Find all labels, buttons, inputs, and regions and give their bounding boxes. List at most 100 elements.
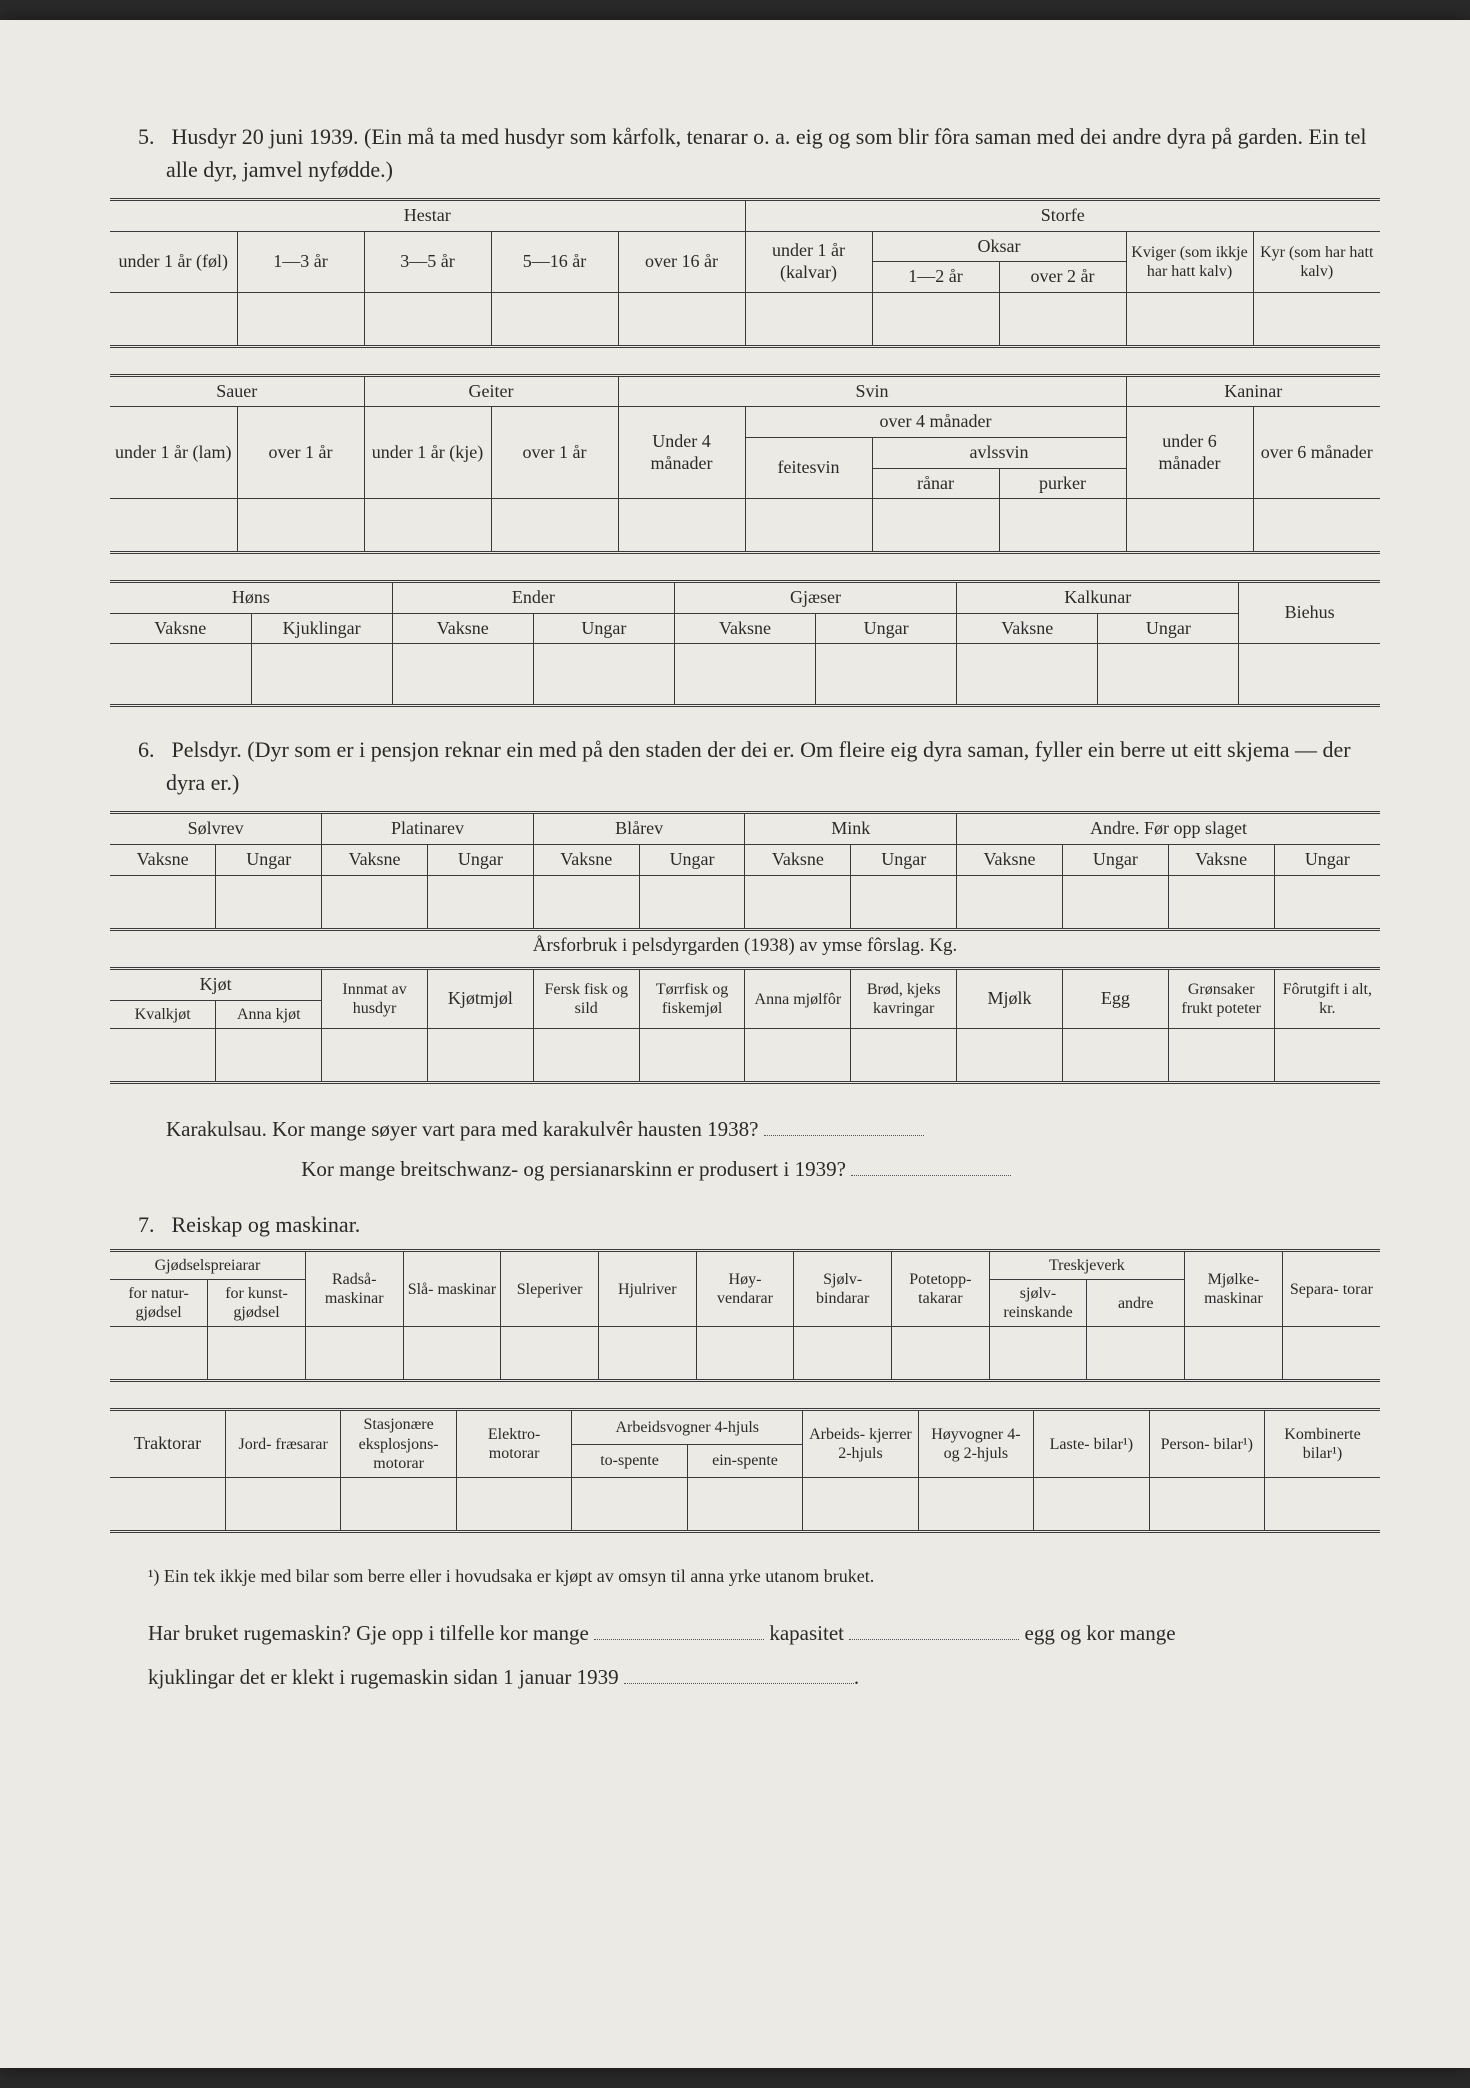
cell[interactable] (1126, 499, 1253, 553)
cell[interactable] (816, 644, 957, 706)
cell[interactable] (251, 644, 392, 706)
cell[interactable] (208, 1327, 306, 1381)
cell[interactable] (237, 499, 364, 553)
cell[interactable] (745, 292, 872, 346)
cell[interactable] (110, 644, 251, 706)
cell[interactable] (618, 292, 745, 346)
cell[interactable] (794, 1327, 892, 1381)
cell[interactable] (110, 1029, 216, 1083)
cell[interactable] (639, 1029, 745, 1083)
rugemaskin-q1: Har bruket rugemaskin? Gje opp i tilfell… (148, 1621, 589, 1645)
cell[interactable] (1126, 292, 1253, 346)
cell[interactable] (999, 499, 1126, 553)
cell[interactable] (364, 499, 491, 553)
cell[interactable] (364, 292, 491, 346)
cell[interactable] (1265, 1478, 1380, 1532)
cell[interactable] (533, 1029, 639, 1083)
cell[interactable] (322, 1029, 428, 1083)
cell[interactable] (1274, 875, 1380, 929)
cell[interactable] (341, 1478, 456, 1532)
cell[interactable] (1185, 1327, 1283, 1381)
cell[interactable] (687, 1478, 802, 1532)
hdr-hons: Høns (110, 582, 392, 614)
cell[interactable] (1253, 499, 1380, 553)
fill-blank[interactable] (851, 1156, 1011, 1176)
cell[interactable] (403, 1327, 501, 1381)
cell[interactable] (696, 1327, 794, 1381)
col-torrfisk: Tørrfisk og fiskemjøl (639, 969, 745, 1029)
cell[interactable] (392, 644, 533, 706)
cell[interactable] (803, 1478, 918, 1532)
cell[interactable] (110, 292, 237, 346)
cell[interactable] (989, 1327, 1087, 1381)
cell[interactable] (1149, 1478, 1264, 1532)
cell[interactable] (999, 292, 1126, 346)
cell[interactable] (216, 875, 322, 929)
hdr-mink: Mink (745, 813, 957, 845)
hdr-andre: Andre. Før opp slaget (957, 813, 1380, 845)
cell[interactable] (674, 644, 815, 706)
cell[interactable] (1098, 644, 1239, 706)
cell[interactable] (1282, 1327, 1380, 1381)
cell[interactable] (851, 875, 957, 929)
cell[interactable] (1062, 1029, 1168, 1083)
col-kunst: for kunst- gjødsel (208, 1280, 306, 1327)
cell[interactable] (491, 499, 618, 553)
cell[interactable] (918, 1478, 1033, 1532)
fill-blank[interactable] (849, 1620, 1019, 1640)
cell[interactable] (533, 644, 674, 706)
col-hestar-5-16: 5—16 år (491, 231, 618, 292)
cell[interactable] (110, 1478, 225, 1532)
hdr-gjodsel: Gjødselspreiarar (110, 1250, 305, 1279)
cell[interactable] (237, 292, 364, 346)
cell[interactable] (872, 292, 999, 346)
cell[interactable] (427, 1029, 533, 1083)
cell[interactable] (745, 499, 872, 553)
hdr-platinarev: Platinarev (322, 813, 534, 845)
cell[interactable] (618, 499, 745, 553)
col-egg: Egg (1062, 969, 1168, 1029)
cell[interactable] (501, 1327, 599, 1381)
cell[interactable] (1274, 1029, 1380, 1083)
col-kviger: Kviger (som ikkje har hatt kalv) (1126, 231, 1253, 292)
cell[interactable] (1034, 1478, 1149, 1532)
cell[interactable] (639, 875, 745, 929)
cell[interactable] (533, 875, 639, 929)
col-forutgift: Fôrutgift i alt, kr. (1274, 969, 1380, 1029)
cell[interactable] (1239, 644, 1380, 706)
cell[interactable] (427, 875, 533, 929)
cell[interactable] (110, 875, 216, 929)
cell[interactable] (491, 292, 618, 346)
cell[interactable] (872, 499, 999, 553)
cell[interactable] (225, 1478, 340, 1532)
col-hoyvogner: Høyvogner 4- og 2-hjuls (918, 1410, 1033, 1478)
cell[interactable] (305, 1327, 403, 1381)
cell[interactable] (1253, 292, 1380, 346)
fill-blank[interactable] (764, 1116, 924, 1136)
col-sjolvbindarar: Sjølv- bindarar (794, 1250, 892, 1327)
cell[interactable] (110, 1327, 208, 1381)
col-vaksne: Vaksne (533, 844, 639, 875)
cell[interactable] (456, 1478, 571, 1532)
cell[interactable] (1087, 1327, 1185, 1381)
cell[interactable] (745, 1029, 851, 1083)
fill-blank[interactable] (594, 1620, 764, 1640)
cell[interactable] (1168, 875, 1274, 929)
hdr-kalkunar: Kalkunar (957, 582, 1239, 614)
cell[interactable] (598, 1327, 696, 1381)
cell[interactable] (957, 644, 1098, 706)
cell[interactable] (745, 875, 851, 929)
cell[interactable] (892, 1327, 990, 1381)
cell[interactable] (957, 1029, 1063, 1083)
cell[interactable] (110, 499, 237, 553)
cell[interactable] (216, 1029, 322, 1083)
fill-blank[interactable] (624, 1664, 854, 1684)
col-potetopptakarar: Potetopp- takarar (892, 1250, 990, 1327)
col-sauer-o1: over 1 år (237, 407, 364, 499)
cell[interactable] (851, 1029, 957, 1083)
cell[interactable] (957, 875, 1063, 929)
cell[interactable] (572, 1478, 687, 1532)
cell[interactable] (1168, 1029, 1274, 1083)
cell[interactable] (1062, 875, 1168, 929)
cell[interactable] (322, 875, 428, 929)
